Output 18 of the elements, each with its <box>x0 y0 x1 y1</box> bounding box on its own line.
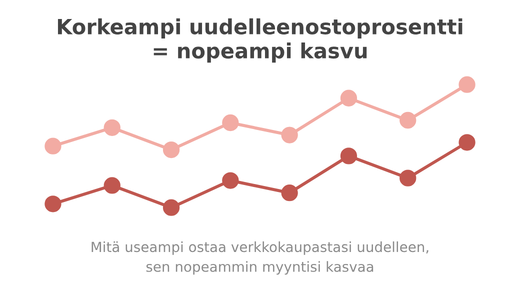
point <box>340 148 358 164</box>
point <box>104 119 120 136</box>
point <box>340 90 358 106</box>
point <box>162 141 180 158</box>
point <box>104 177 120 194</box>
point <box>222 172 239 189</box>
point <box>458 134 476 151</box>
point <box>400 112 416 129</box>
point <box>44 196 62 212</box>
point <box>162 199 180 216</box>
point <box>222 114 239 132</box>
point <box>281 126 298 144</box>
point <box>400 170 416 186</box>
text: Mitä useampi ostaa verkkokaupastasi uudelleen, sen nopeammin myyntisi kasvaa <box>92 241 428 275</box>
point <box>44 138 62 154</box>
point <box>458 76 476 93</box>
point <box>281 184 298 202</box>
chart-title: Korkeampi uudelleenostoprosentti = nopeampi kasvu <box>58 18 462 63</box>
